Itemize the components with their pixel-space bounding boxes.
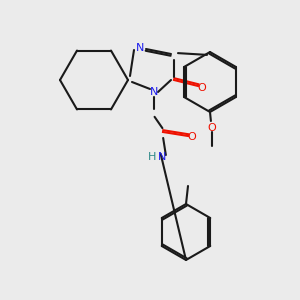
Text: O: O	[198, 83, 206, 93]
Text: H: H	[148, 152, 156, 162]
Text: N: N	[158, 152, 166, 162]
Text: O: O	[208, 123, 216, 133]
Text: N: N	[136, 43, 144, 53]
Text: N: N	[150, 87, 158, 97]
Text: O: O	[188, 132, 196, 142]
